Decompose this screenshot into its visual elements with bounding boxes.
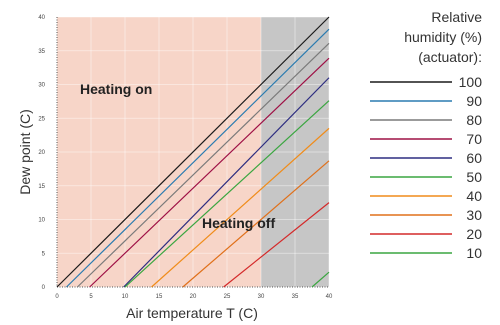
x-tick-label-20: 20 (190, 294, 197, 300)
x-axis-title: Air temperature T (C) (126, 305, 258, 321)
legend-label-90: 90 (466, 93, 482, 109)
x-tick-label-25: 25 (224, 294, 231, 300)
x-tick-label-10: 10 (122, 294, 129, 300)
legend-label-80: 80 (466, 112, 482, 128)
y-tick-label-35: 35 (38, 49, 45, 55)
y-tick-label-10: 10 (38, 218, 45, 224)
region-label-heating-on: Heating on (80, 81, 152, 97)
legend-label-40: 40 (466, 188, 482, 204)
series-line-80 (76, 42, 330, 288)
y-tick-label-30: 30 (38, 83, 45, 89)
series-line-30 (182, 160, 330, 288)
y-tick-label-5: 5 (42, 251, 46, 257)
axis-ticks: 0 5 10 15 20 25 30 35 40 0 5 10 15 20 25 30 35 40 (38, 15, 333, 300)
legend-label-20: 20 (466, 226, 482, 242)
y-tick-label-0: 0 (42, 285, 46, 291)
y-axis-title: Dew point (C) (17, 109, 33, 195)
y-tick-label-20: 20 (38, 150, 45, 156)
x-tick-label-35: 35 (292, 294, 299, 300)
series-line-60 (123, 77, 330, 288)
legend-label-50: 50 (466, 169, 482, 185)
series-line-20 (223, 202, 330, 288)
legend-title-line-3: (actuator): (418, 49, 482, 65)
region-label-heating-off: Heating off (202, 215, 275, 231)
x-tick-label-15: 15 (156, 294, 163, 300)
x-tick-label-0: 0 (55, 294, 59, 300)
series-line-90 (66, 28, 330, 288)
legend-label-100: 100 (459, 74, 483, 90)
y-tick-label-40: 40 (38, 15, 45, 21)
y-tick-label-25: 25 (38, 116, 45, 122)
legend-title-line-1: Relative (431, 9, 482, 25)
y-tick-label-15: 15 (38, 184, 45, 190)
series-line-100 (56, 16, 330, 288)
legend-label-60: 60 (466, 150, 482, 166)
series-line-40 (151, 127, 330, 288)
x-tick-label-5: 5 (89, 294, 93, 300)
legend-label-10: 10 (466, 245, 482, 261)
x-tick-label-30: 30 (258, 294, 265, 300)
series-line-70 (89, 57, 330, 288)
plot-area (56, 16, 330, 288)
series-line-50 (124, 100, 330, 288)
legend-label-70: 70 (466, 131, 482, 147)
legend-label-30: 30 (466, 207, 482, 223)
legend-title-line-2: humidity (%) (404, 29, 482, 45)
legend: Relative humidity (%) (actuator): 100 90 8… (370, 9, 482, 261)
x-tick-label-40: 40 (326, 294, 333, 300)
series-line-10 (311, 271, 330, 288)
